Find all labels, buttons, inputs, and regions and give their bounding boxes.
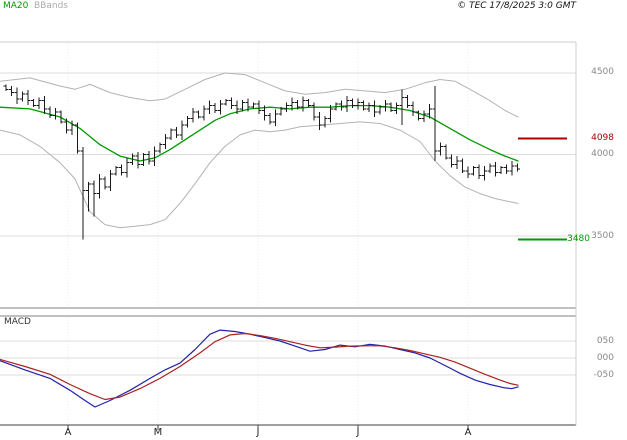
month-label-june: J [256, 427, 260, 438]
month-label-april: A [64, 427, 72, 438]
price-axis-label-4000: 4000 [591, 149, 614, 159]
support-level-label: 3480 [567, 234, 590, 244]
legend-bbands-label: BBands [34, 1, 68, 11]
resistance-level-label: 4098 [591, 133, 614, 143]
macd-axis-label-pos: 050 [596, 336, 614, 346]
copyright-text: © TEC 17/8/2025 3:0 GMT [457, 1, 576, 11]
month-label-august: A [464, 427, 472, 438]
month-label-may: M [153, 427, 163, 438]
macd-axis-label-zero: 000 [596, 353, 614, 363]
legend-ma20-label: MA20 [3, 1, 29, 11]
price-axis-label-4500: 4500 [591, 67, 614, 77]
price-axis-label-3500: 3500 [591, 231, 614, 241]
macd-panel-label: MACD [4, 317, 31, 327]
month-label-july: J [356, 427, 360, 438]
macd-axis-label-neg: -050 [593, 370, 614, 380]
